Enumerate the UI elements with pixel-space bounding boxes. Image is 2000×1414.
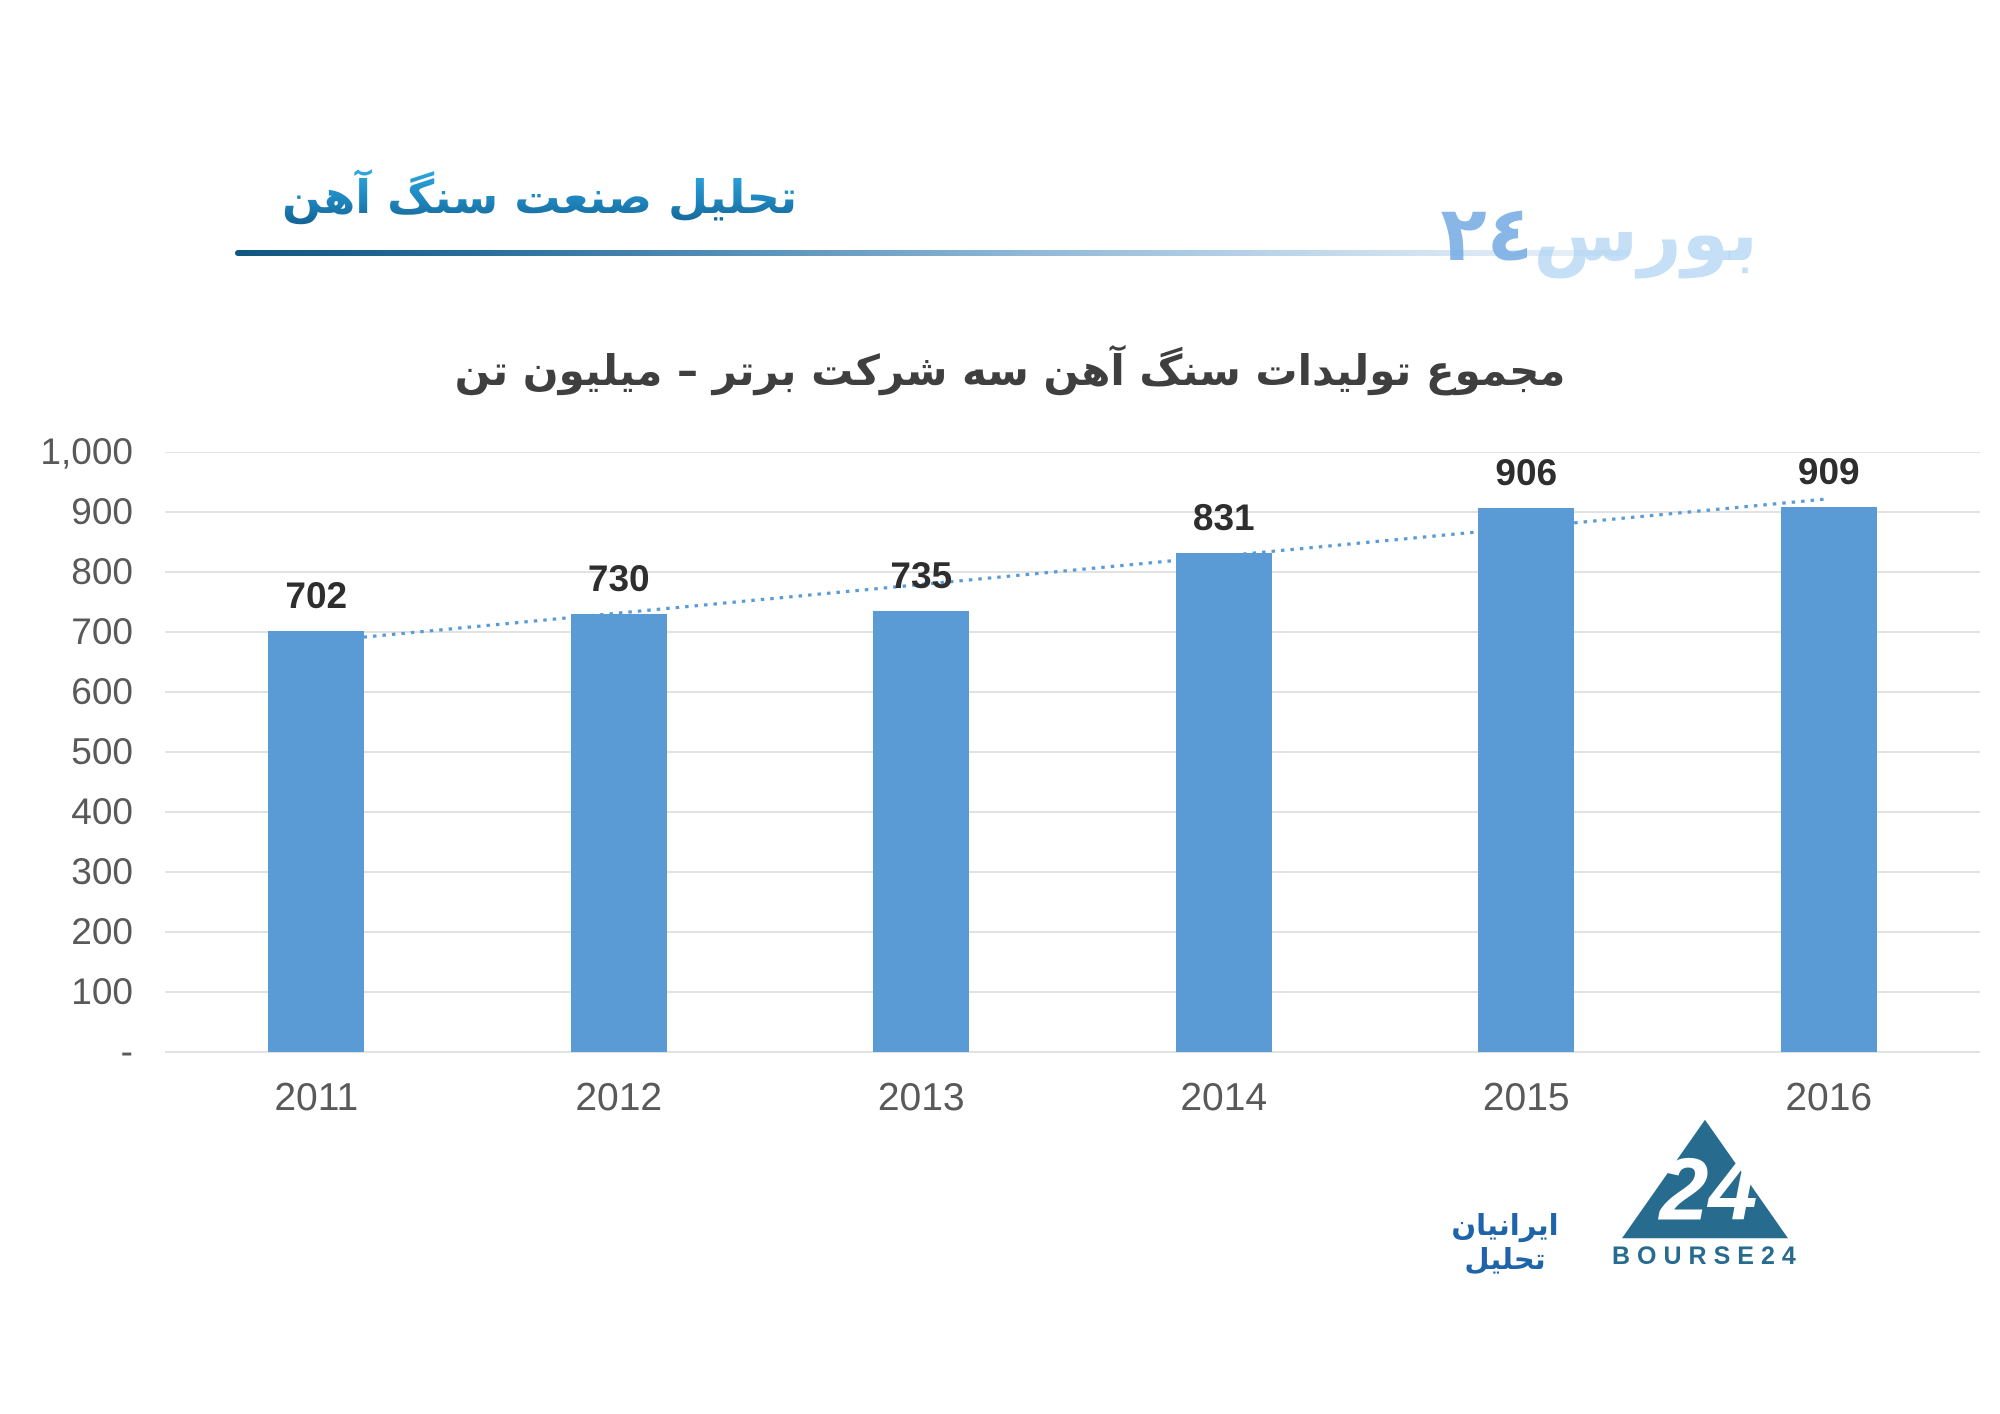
bar-value-label: 730 bbox=[587, 558, 650, 599]
x-tick-label: 2015 bbox=[1482, 1076, 1570, 1119]
y-tick-label: 600 bbox=[71, 671, 133, 712]
y-tick-label: 1,000 bbox=[40, 431, 133, 472]
linear-trendline bbox=[316, 497, 1829, 644]
page-title: تحلیل صنعت سنگ آهن bbox=[282, 168, 797, 228]
y-tick-label: 400 bbox=[71, 791, 133, 832]
x-axis: 2011 2012 2013 2014 2015 2016 bbox=[165, 1076, 1980, 1132]
bar-2016 bbox=[1780, 506, 1877, 1052]
bourse24-logo: 24 BOURSE24 bbox=[1612, 1118, 1797, 1271]
watermark-digits: ٢٤ bbox=[1440, 189, 1534, 278]
bar-value-label: 909 bbox=[1797, 450, 1860, 492]
y-tick-label: 800 bbox=[71, 551, 133, 592]
bar-value-label: 831 bbox=[1192, 497, 1255, 539]
bourse24-triangle-icon: 24 bbox=[1621, 1119, 1788, 1239]
chart-title: مجموع تولیدات سنگ آهن سه شرکت برتر – میل… bbox=[454, 346, 1566, 395]
y-tick-label: 700 bbox=[71, 611, 133, 652]
x-tick-label: 2012 bbox=[575, 1076, 663, 1119]
watermark-word: بورس bbox=[1533, 189, 1758, 278]
y-tick-label: - bbox=[120, 1031, 133, 1072]
y-tick-label: 100 bbox=[71, 971, 133, 1012]
bar-2014 bbox=[1175, 553, 1272, 1052]
header-divider bbox=[235, 250, 1631, 256]
analyst-credit: ایرانیان تحلیل bbox=[1451, 1208, 1559, 1276]
x-tick-label: 2014 bbox=[1180, 1076, 1268, 1119]
y-tick-label: 200 bbox=[71, 911, 133, 952]
bar-value-label: 702 bbox=[285, 574, 348, 616]
logo-digits: 24 bbox=[1657, 1140, 1757, 1239]
bourse24-watermark-logo: بورس٢٤ bbox=[1440, 188, 1758, 279]
x-tick-label: 2013 bbox=[877, 1076, 965, 1119]
gridlines-and-trendline bbox=[165, 452, 1980, 1053]
bar-2012 bbox=[570, 614, 667, 1052]
bar-2013 bbox=[873, 611, 970, 1052]
x-tick-label: 2011 bbox=[274, 1076, 359, 1119]
bar-value-label: 906 bbox=[1495, 452, 1558, 494]
bar-value-label: 735 bbox=[890, 555, 953, 596]
logo-text: BOURSE24 bbox=[1612, 1242, 1803, 1270]
bar-chart-plot-area: 702 730 735 831 906 909 bbox=[165, 450, 1980, 1053]
y-tick-label: 500 bbox=[71, 731, 133, 772]
bar-2015 bbox=[1478, 508, 1575, 1052]
x-tick-label: 2016 bbox=[1785, 1076, 1873, 1119]
y-tick-label: 900 bbox=[71, 491, 133, 532]
bar-2011 bbox=[268, 630, 365, 1052]
y-tick-label: 300 bbox=[71, 851, 133, 892]
y-axis: 1,000 900 800 700 600 500 400 300 200 100 - bbox=[0, 431, 133, 1072]
